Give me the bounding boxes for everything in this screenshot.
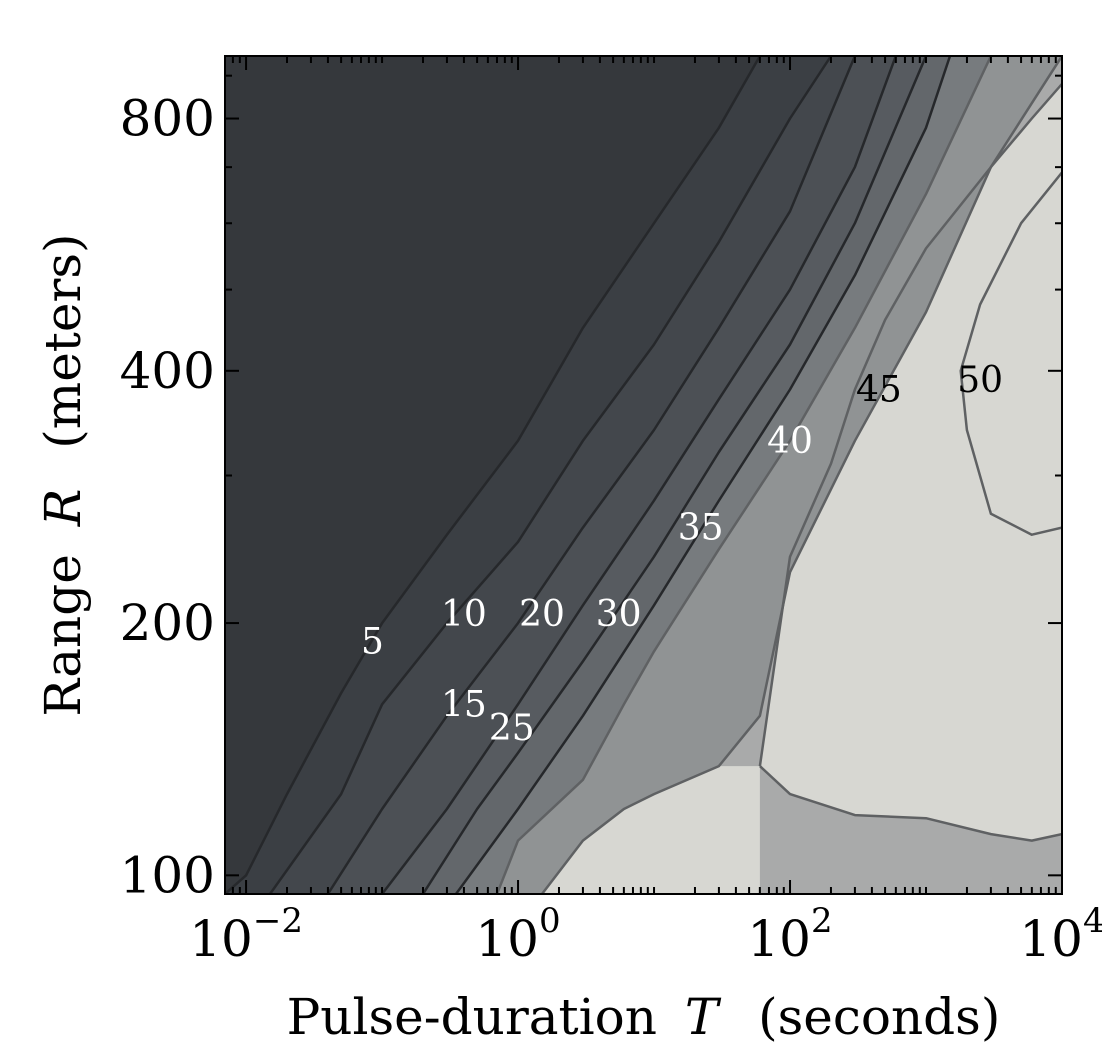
contour-label-25: 25 [489, 708, 535, 749]
x-axis-label-unit: (seconds) [758, 988, 1000, 1046]
x-tick-label: 102 [747, 901, 832, 968]
y-tick-label: 400 [120, 342, 215, 400]
contour-line-15 [326, 56, 857, 894]
contour-fills [225, 56, 1062, 894]
contour-line-45 [759, 765, 1062, 842]
contour-line-25 [421, 56, 928, 894]
contour-label-40: 40 [767, 421, 813, 462]
contour-lines [225, 56, 1062, 894]
x-tick-label: 100 [475, 901, 560, 968]
contour-line-20 [381, 56, 897, 894]
y-axis-label-var: R [34, 489, 92, 528]
contour-line-50 [959, 171, 1062, 536]
contour-line-45 [758, 83, 1062, 767]
y-tick-label: 100 [120, 846, 215, 904]
contour-label-10: 10 [441, 594, 487, 635]
x-tick-label: 10−2 [189, 901, 303, 968]
x-axis-label-main: Pulse-duration [287, 988, 657, 1046]
contour-line-10 [268, 56, 833, 894]
contour-label-45: 45 [856, 370, 902, 411]
contour-label-5: 5 [361, 622, 384, 663]
contour-fill-below-5 [225, 56, 760, 894]
contour-line-40 [541, 56, 1062, 894]
contour-line-35 [495, 56, 993, 894]
contour-fill-45-low [759, 766, 1062, 894]
contour-label-30: 30 [596, 594, 642, 635]
contour-label-20: 20 [519, 594, 565, 635]
contour-label-50: 50 [957, 360, 1003, 401]
x-axis-label-var: T [685, 988, 722, 1046]
x-tick-label: 104 [1019, 901, 1102, 968]
y-axis-label-main: Range [34, 554, 92, 716]
contour-line-30 [454, 56, 952, 894]
contour-label-15: 15 [441, 684, 487, 725]
contour-labels: 5 10 15 20 25 30 35 40 45 50 [361, 360, 1003, 749]
contour-label-35: 35 [678, 508, 724, 549]
y-tick-label: 800 [120, 90, 215, 148]
x-axis-label: Pulse-duration T (seconds) [287, 988, 1001, 1046]
y-axis-label-unit: (meters) [34, 233, 92, 448]
y-axis-label: Range R (meters) [34, 233, 92, 716]
contour-line-5 [225, 56, 761, 894]
y-tick-label: 200 [120, 594, 215, 652]
contour-fill-50 [960, 172, 1062, 535]
